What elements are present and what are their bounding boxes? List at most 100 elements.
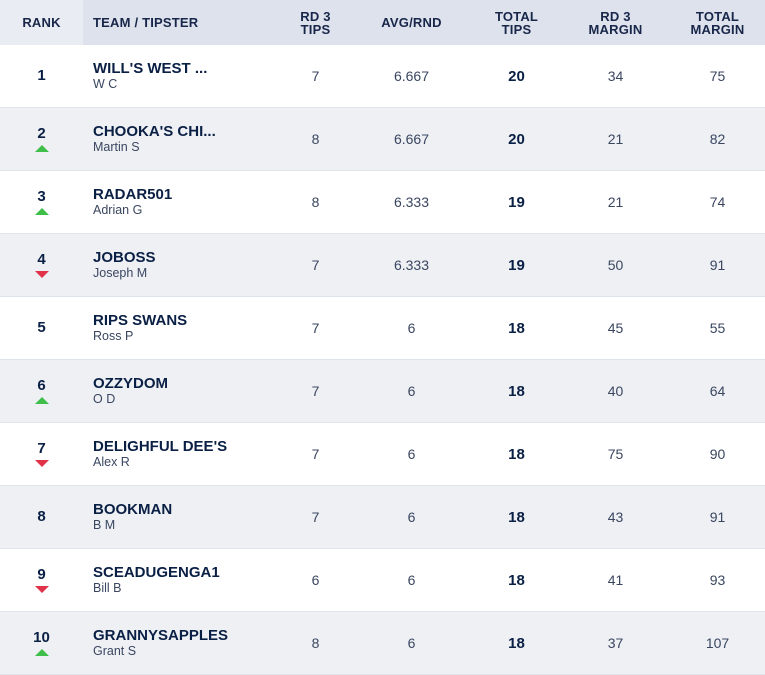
total-tips-value: 18 [508, 445, 525, 463]
column-header-total-margin[interactable]: TOTAL MARGIN [690, 8, 745, 37]
tipster-name: Joseph M [93, 266, 148, 280]
avg-rnd-value: 6 [407, 509, 416, 525]
table-row[interactable]: 2 CHOOKA'S CHI... Martin S 8 6.667 20 21… [0, 108, 765, 171]
total-margin-value: 91 [709, 509, 726, 525]
team-cell: OZZYDOM O D [83, 360, 270, 422]
table-row[interactable]: 7 DELIGHFUL DEE'S Alex R 7 6 18 75 90 [0, 423, 765, 486]
total-margin-value: 91 [709, 257, 726, 273]
column-header-rd3-tips[interactable]: RD 3 TIPS [300, 8, 331, 37]
tipster-name: Martin S [93, 140, 140, 154]
team-name-link[interactable]: RIPS SWANS [93, 312, 188, 329]
rank-cell: 6 [0, 360, 83, 422]
team-name-link[interactable]: DELIGHFUL DEE'S [93, 438, 228, 455]
team-cell: SCEADUGENGA1 Bill B [83, 549, 270, 611]
rank-up-arrow-icon [34, 397, 49, 404]
tipster-name: W C [93, 77, 118, 91]
total-margin-value: 74 [709, 194, 726, 210]
rd3-margin-value: 45 [607, 320, 624, 336]
rd3-margin-value: 50 [607, 257, 624, 273]
team-name-link[interactable]: GRANNYSAPPLES [93, 627, 229, 644]
rd3-tips-value: 8 [311, 194, 320, 210]
team-name-link[interactable]: SCEADUGENGA1 [93, 564, 220, 581]
total-tips-value: 19 [508, 256, 525, 274]
rd3-margin-value: 37 [607, 635, 624, 651]
team-cell: GRANNYSAPPLES Grant S [83, 612, 270, 674]
table-row[interactable]: 5 RIPS SWANS Ross P 7 6 18 45 55 [0, 297, 765, 360]
team-cell: JOBOSS Joseph M [83, 234, 270, 296]
rank-number: 10 [33, 629, 50, 646]
rank-down-arrow-icon [34, 271, 49, 278]
table-row[interactable]: 1 WILL'S WEST ... W C 7 6.667 20 34 75 [0, 45, 765, 108]
rank-cell: 3 [0, 171, 83, 233]
rd3-margin-value: 40 [607, 383, 624, 399]
team-cell: RIPS SWANS Ross P [83, 297, 270, 359]
rank-up-arrow-icon [34, 145, 49, 152]
team-cell: DELIGHFUL DEE'S Alex R [83, 423, 270, 485]
rd3-tips-value: 7 [311, 446, 320, 462]
total-tips-value: 18 [508, 382, 525, 400]
rank-number: 1 [37, 67, 46, 84]
avg-rnd-value: 6 [407, 320, 416, 336]
column-header-rank[interactable]: RANK [0, 0, 83, 45]
rank-down-arrow-icon [34, 586, 49, 593]
table-body: 1 WILL'S WEST ... W C 7 6.667 20 34 75 2… [0, 45, 765, 675]
total-tips-value: 18 [508, 571, 525, 589]
rank-number: 2 [37, 125, 46, 142]
table-row[interactable]: 4 JOBOSS Joseph M 7 6.333 19 50 91 [0, 234, 765, 297]
rd3-tips-value: 8 [311, 635, 320, 651]
rank-cell: 4 [0, 234, 83, 296]
rank-number: 6 [37, 377, 46, 394]
rd3-margin-value: 21 [607, 131, 624, 147]
tipster-name: Bill B [93, 581, 122, 595]
total-tips-value: 18 [508, 508, 525, 526]
rd3-tips-value: 6 [311, 572, 320, 588]
team-name-link[interactable]: OZZYDOM [93, 375, 168, 392]
rank-cell: 8 [0, 486, 83, 548]
column-header-rd3-margin[interactable]: RD 3 MARGIN [588, 8, 643, 37]
team-name-link[interactable]: RADAR501 [93, 186, 173, 203]
team-name-link[interactable]: CHOOKA'S CHI... [93, 123, 216, 140]
table-row[interactable]: 6 OZZYDOM O D 7 6 18 40 64 [0, 360, 765, 423]
avg-rnd-value: 6 [407, 383, 416, 399]
rank-cell: 2 [0, 108, 83, 170]
table-row[interactable]: 3 RADAR501 Adrian G 8 6.333 19 21 74 [0, 171, 765, 234]
total-margin-value: 64 [709, 383, 726, 399]
rank-number: 3 [37, 188, 46, 205]
rank-number: 5 [37, 319, 46, 336]
column-header-avg-rnd[interactable]: AVG/RND [381, 15, 442, 30]
total-tips-value: 20 [508, 130, 525, 148]
total-tips-value: 18 [508, 319, 525, 337]
rank-up-arrow-icon [34, 208, 49, 215]
total-margin-value: 82 [709, 131, 726, 147]
tipster-name: Grant S [93, 644, 137, 658]
tipster-name: B M [93, 518, 116, 532]
team-name-link[interactable]: BOOKMAN [93, 501, 173, 518]
total-margin-value: 93 [709, 572, 726, 588]
team-name-link[interactable]: JOBOSS [93, 249, 156, 266]
total-tips-value: 19 [508, 193, 525, 211]
rank-cell: 7 [0, 423, 83, 485]
rank-cell: 9 [0, 549, 83, 611]
rd3-margin-value: 75 [607, 446, 624, 462]
rank-cell: 1 [0, 45, 83, 107]
avg-rnd-value: 6.333 [393, 194, 430, 210]
table-row[interactable]: 10 GRANNYSAPPLES Grant S 8 6 18 37 107 [0, 612, 765, 675]
rd3-margin-value: 43 [607, 509, 624, 525]
rank-number: 7 [37, 440, 46, 457]
avg-rnd-value: 6.333 [393, 257, 430, 273]
tipster-name: Alex R [93, 455, 130, 469]
tipster-name: Adrian G [93, 203, 143, 217]
table-row[interactable]: 9 SCEADUGENGA1 Bill B 6 6 18 41 93 [0, 549, 765, 612]
avg-rnd-value: 6 [407, 572, 416, 588]
column-header-total-tips[interactable]: TOTAL TIPS [494, 8, 539, 37]
column-header-team[interactable]: TEAM / TIPSTER [93, 15, 199, 30]
table-row[interactable]: 8 BOOKMAN B M 7 6 18 43 91 [0, 486, 765, 549]
rd3-margin-value: 41 [607, 572, 624, 588]
tipster-name: Ross P [93, 329, 134, 343]
rd3-tips-value: 7 [311, 320, 320, 336]
rd3-margin-value: 21 [607, 194, 624, 210]
team-name-link[interactable]: WILL'S WEST ... [93, 60, 208, 77]
rd3-tips-value: 7 [311, 68, 320, 84]
avg-rnd-value: 6 [407, 635, 416, 651]
total-margin-value: 90 [709, 446, 726, 462]
